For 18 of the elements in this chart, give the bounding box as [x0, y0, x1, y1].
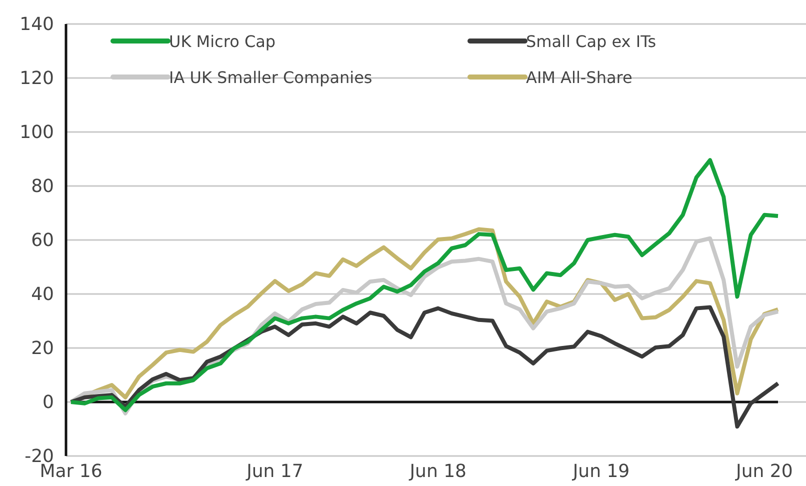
y-tick-label: 120: [20, 68, 54, 89]
line-series: [69, 305, 780, 429]
y-tick-label: 0: [42, 392, 54, 413]
y-tick-label: 80: [31, 176, 54, 197]
x-tick-label: Jun 19: [572, 460, 630, 482]
x-tick-label: Jun 17: [246, 460, 304, 482]
x-tick-label: Jun 18: [408, 460, 466, 482]
legend-label: IA UK Smaller Companies: [169, 68, 372, 87]
x-tick-label: Jun 20: [735, 460, 793, 482]
y-tick-label: 40: [31, 284, 54, 305]
y-tick-label: 20: [31, 338, 54, 359]
legend-label: UK Micro Cap: [169, 32, 276, 51]
line-series: [69, 158, 780, 412]
y-tick-label: 140: [20, 14, 54, 35]
legend-label: Small Cap ex ITs: [526, 32, 656, 51]
y-tick-label: 60: [31, 230, 54, 251]
y-tick-label: 100: [20, 122, 54, 143]
legend-label: AIM All-Share: [526, 68, 632, 87]
